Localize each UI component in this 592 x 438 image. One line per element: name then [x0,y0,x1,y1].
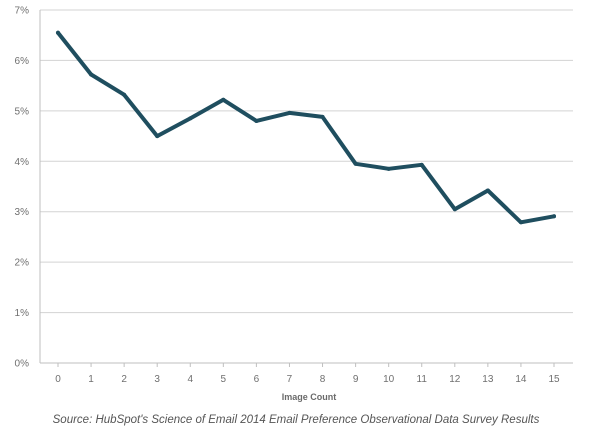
line-chart: 0%1%2%3%4%5%6%7% 0 1 2 3 4 5 6 7 8 9 10 11 12 13 14 15 … [15,6,573,402]
data-point [552,214,556,219]
data-point [254,118,259,123]
y-tick-label: 1% [15,308,30,319]
x-tick-label: 15 [548,374,560,385]
data-point [419,162,424,167]
x-tick-label: 5 [221,374,227,385]
y-axis-tick-labels: 0% 1% 2% 3% 4% 5% 6% 7% [15,6,30,370]
data-point [221,97,226,102]
source-note: Source: HubSpot's Science of Email 2014 … [52,414,540,426]
x-tick-label: 13 [482,374,494,385]
y-tick-label: 5% [15,106,30,117]
data-point [518,220,523,225]
data-point [122,92,127,97]
data-point [56,30,60,35]
data-point [386,166,391,171]
x-tick-label: 14 [515,374,527,385]
x-axis-title: Image Count [282,392,337,402]
series-line [56,30,556,225]
y-tick-label: 6% [15,56,30,67]
data-point [155,134,160,139]
data-point [320,114,325,119]
data-point [188,116,193,121]
series-layer [56,30,556,225]
data-point [287,110,292,115]
x-tick-label: 0 [55,374,61,385]
y-tick-label: 4% [15,157,30,168]
gridlines [40,9,573,314]
y-tick-label: 3% [15,207,30,218]
x-tick-label: 8 [320,374,326,385]
y-tick-label: 7% [15,6,30,17]
x-tick-label: 1 [88,374,94,385]
y-tick-label: 2% [15,258,30,269]
x-tick-label: 10 [383,374,395,385]
x-tick-label: 12 [449,374,461,385]
x-tick-label: 2 [121,374,127,385]
x-tick-label: 9 [353,374,359,385]
data-point [452,207,457,212]
x-tick-label: 4 [187,374,193,385]
x-tick-label: 3 [154,374,160,385]
data-point [485,188,490,193]
data-point [353,161,358,166]
data-point [89,72,94,77]
axes [39,10,573,367]
x-axis-tick-labels: 0 1 2 3 4 5 6 7 8 9 10 11 12 13 14 15 [55,374,560,385]
x-tick-label: 7 [287,374,293,385]
x-tick-label: 11 [417,374,428,385]
x-tick-label: 6 [254,374,260,385]
y-tick-label: 0% [15,359,30,370]
